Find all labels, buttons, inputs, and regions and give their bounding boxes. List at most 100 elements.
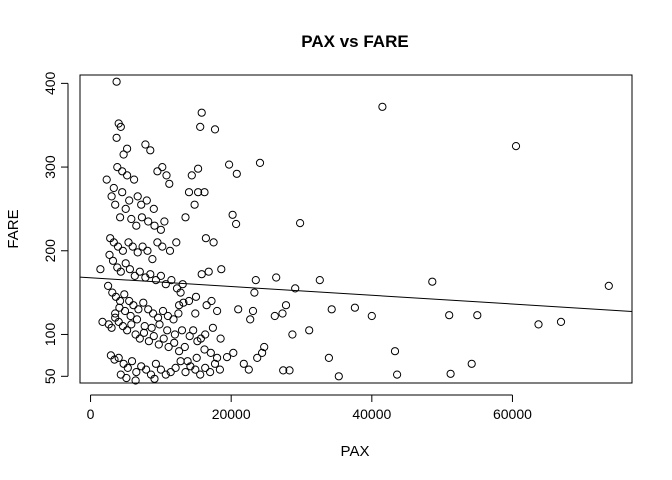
x-tick-label: 20000 — [212, 406, 251, 422]
data-point — [123, 326, 132, 335]
data-point — [200, 188, 209, 197]
data-point — [196, 122, 205, 132]
data-point — [154, 340, 163, 349]
data-point — [229, 348, 238, 357]
data-point — [189, 326, 198, 335]
data-point — [181, 213, 190, 222]
data-point — [132, 315, 142, 324]
data-point — [174, 309, 183, 318]
x-tick-label: 0 — [87, 406, 95, 422]
data-point — [126, 311, 135, 321]
data-point — [112, 133, 121, 142]
data-point — [148, 255, 157, 264]
data-point — [183, 357, 192, 366]
data-point — [170, 330, 179, 339]
data-point — [162, 171, 171, 180]
data-point — [127, 320, 136, 329]
data-point — [209, 238, 218, 247]
data-point — [250, 288, 259, 297]
data-point — [151, 276, 160, 285]
data-point — [156, 225, 165, 234]
data-point — [467, 359, 476, 368]
data-point — [133, 248, 142, 257]
data-point — [163, 326, 172, 335]
data-point — [118, 246, 128, 255]
data-point — [239, 359, 248, 368]
data-point — [197, 270, 206, 279]
data-point — [213, 306, 222, 316]
data-point — [142, 196, 151, 205]
data-point — [146, 146, 155, 155]
data-point — [112, 77, 121, 86]
data-point — [123, 144, 132, 153]
data-point — [177, 326, 187, 335]
data-point — [132, 368, 141, 377]
data-point — [213, 353, 222, 362]
data-point — [125, 296, 134, 306]
data-point — [291, 284, 300, 293]
data-point — [225, 160, 234, 169]
plot-frame — [79, 74, 633, 384]
data-point — [175, 301, 184, 310]
data-point — [192, 353, 201, 362]
data-point — [534, 320, 543, 329]
data-point — [184, 296, 194, 306]
data-point — [272, 273, 281, 282]
data-point — [123, 171, 132, 180]
data-point — [191, 309, 200, 318]
data-point — [161, 370, 170, 379]
data-point — [175, 347, 184, 356]
data-point — [210, 125, 220, 134]
data-point — [185, 332, 194, 341]
data-point — [153, 238, 162, 247]
data-point — [197, 108, 206, 117]
data-point — [270, 311, 279, 321]
data-point — [141, 140, 150, 149]
data-point — [130, 175, 139, 184]
data-point — [109, 238, 118, 247]
data-point — [428, 277, 437, 286]
data-point — [113, 242, 123, 251]
data-point — [124, 238, 133, 247]
data-point — [121, 204, 130, 213]
data-point — [248, 306, 258, 316]
data-point — [556, 317, 566, 326]
data-point — [166, 368, 175, 377]
data-point — [149, 309, 158, 318]
data-point — [393, 370, 402, 379]
data-point — [288, 330, 297, 339]
data-point — [201, 330, 210, 339]
data-point — [133, 192, 142, 201]
data-point — [473, 311, 482, 320]
data-point — [350, 303, 359, 312]
data-point — [160, 217, 169, 226]
x-tick-label: 60000 — [493, 406, 532, 422]
data-point — [178, 280, 187, 289]
data-point — [445, 311, 454, 320]
data-point — [201, 234, 210, 243]
data-point — [158, 306, 168, 316]
data-point — [327, 305, 336, 314]
data-point — [446, 369, 455, 378]
data-point — [111, 200, 120, 209]
data-point — [127, 357, 137, 366]
data-point — [179, 298, 188, 307]
data-point — [202, 301, 211, 310]
data-point — [118, 188, 127, 197]
data-point — [378, 102, 387, 111]
data-point — [110, 355, 119, 364]
data-point — [255, 158, 265, 167]
data-point — [296, 219, 305, 228]
data-point — [150, 374, 159, 383]
data-point — [102, 175, 111, 184]
data-point — [207, 296, 216, 306]
data-point — [131, 330, 140, 339]
data-point — [123, 363, 132, 372]
data-point — [146, 270, 155, 279]
data-point — [196, 370, 205, 379]
data-point — [128, 242, 137, 251]
data-point — [278, 309, 287, 318]
data-point — [119, 150, 128, 159]
data-point — [129, 301, 138, 310]
data-point — [122, 373, 131, 383]
